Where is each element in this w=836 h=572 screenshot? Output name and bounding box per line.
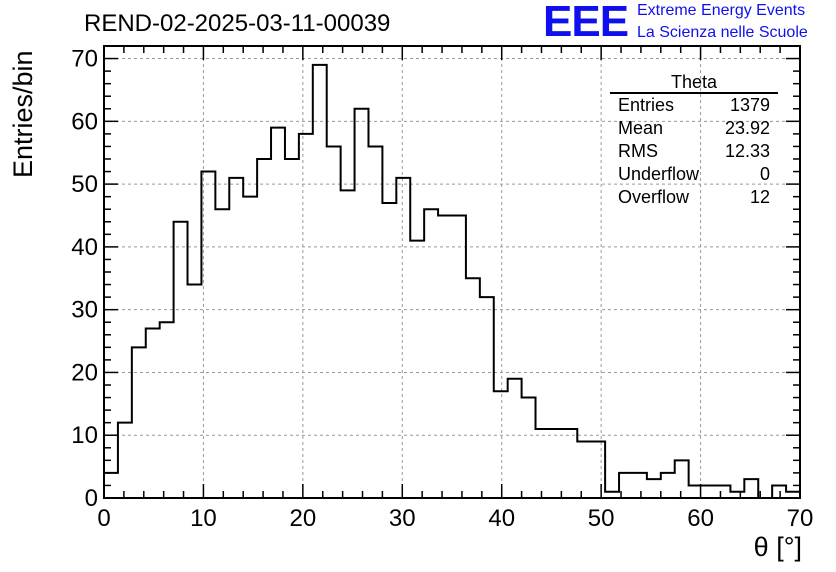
stats-row: Overflow 12 [610,186,778,209]
logo-line-2: La Scienza nelle Scuole [637,24,808,41]
run-title: REND-02-2025-03-11-00039 [84,10,391,37]
grid-lines [104,46,800,498]
x-tick-label: 0 [97,505,110,532]
y-tick-label: 70 [71,46,98,73]
stats-value: 0 [759,164,770,184]
stats-row: Entries 1379 [610,94,778,117]
tick-labels: 0 10 20 30 40 50 60 70 0 10 20 30 40 50 60 70 [71,46,813,532]
stats-value: 1379 [729,95,770,115]
stats-value: 23.92 [724,118,770,138]
stats-row: Mean 23.92 [610,117,778,140]
axis-ticks [103,45,801,499]
x-tick-label: 50 [588,505,615,532]
y-tick-label: 50 [71,171,98,198]
y-tick-label: 60 [71,108,98,135]
stats-label: Underflow [618,164,700,184]
x-tick-label: 10 [190,505,217,532]
x-axis-label: θ [°] [753,532,802,562]
eee-logo: EEE [543,0,629,46]
logo-line-1: Extreme Energy Events [637,2,806,19]
y-tick-label: 40 [71,234,98,261]
stats-title: Theta [610,72,778,94]
stats-value: 12 [749,187,770,207]
x-tick-label: 70 [787,505,814,532]
y-tick-label: 30 [71,297,98,324]
histogram-outline [103,63,801,499]
y-tick-label: 10 [71,422,98,449]
stats-label: Overflow [618,187,690,207]
y-axis-label: Entries/bin [8,50,38,178]
stats-box: Theta Entries 1379 Mean 23.92 RMS 12.33 … [610,72,778,209]
stats-label: Mean [618,118,664,138]
stats-label: Entries [618,95,675,115]
stats-value: 12.33 [724,141,770,161]
x-tick-label: 30 [389,505,416,532]
stats-label: RMS [618,141,658,161]
y-tick-label: 0 [85,485,98,512]
x-tick-label: 60 [687,505,714,532]
x-tick-label: 40 [488,505,515,532]
stats-row: RMS 12.33 [610,140,778,163]
y-tick-label: 20 [71,359,98,386]
stats-row: Underflow 0 [610,163,778,186]
x-tick-label: 20 [290,505,317,532]
